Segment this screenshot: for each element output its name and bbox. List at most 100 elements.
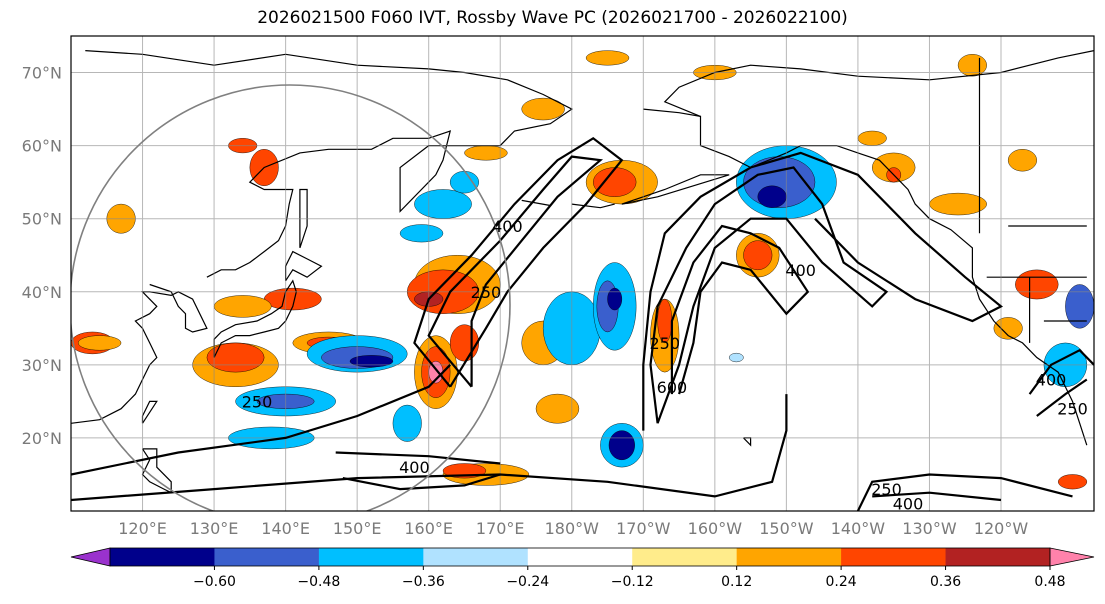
lon-label: 160°W bbox=[688, 519, 743, 538]
colorbar-tick-label: 0.48 bbox=[1034, 574, 1065, 590]
anomaly-blob bbox=[757, 185, 787, 208]
anomaly-blob bbox=[449, 324, 479, 362]
ivt-contour bbox=[427, 155, 604, 388]
coastline bbox=[521, 199, 551, 207]
contour-label-text: 250 bbox=[242, 392, 273, 411]
anomaly-blob bbox=[1007, 149, 1037, 172]
lat-label: 20°N bbox=[22, 429, 62, 448]
ivt-contour bbox=[1036, 378, 1088, 417]
ivt-contour bbox=[856, 473, 1073, 511]
contour-label-text: 250 bbox=[1057, 400, 1088, 419]
anomaly-blob bbox=[77, 335, 122, 351]
contour-label: 400 bbox=[893, 495, 924, 514]
anomaly-blob bbox=[1015, 269, 1059, 300]
contour-label-text: 400 bbox=[492, 217, 523, 236]
contour-label: 400 bbox=[785, 261, 816, 280]
coastline bbox=[571, 203, 615, 209]
colorbar-tick-label: −0.60 bbox=[193, 574, 236, 590]
ivt-contour bbox=[649, 166, 889, 424]
lon-label: 160°E bbox=[404, 519, 453, 538]
contour-label: 250 bbox=[471, 283, 502, 302]
anomaly-blob bbox=[728, 352, 744, 363]
ivt-contour bbox=[1028, 348, 1094, 395]
anomaly-blob bbox=[535, 393, 580, 424]
anomaly-blob bbox=[399, 224, 444, 243]
coastline bbox=[141, 448, 172, 494]
coastline bbox=[621, 174, 730, 205]
lon-label: 180°W bbox=[545, 519, 600, 538]
anomaly-blob bbox=[213, 295, 272, 318]
contour-label-text: 600 bbox=[657, 378, 688, 397]
lon-label: 120°W bbox=[974, 519, 1029, 538]
lon-label: 150°W bbox=[759, 519, 814, 538]
ivt-contour bbox=[642, 151, 1004, 431]
colorbar-segment bbox=[632, 548, 738, 566]
region-circle bbox=[71, 84, 511, 511]
latitude-labels: 70°N 60°N 50°N 40°N 30°N 20°N bbox=[22, 64, 62, 448]
colorbar-segment bbox=[527, 548, 633, 566]
colorbar-segment bbox=[214, 548, 320, 566]
ivt-contour bbox=[670, 224, 810, 395]
lon-label: 120°E bbox=[118, 519, 167, 538]
colorbar-segment bbox=[736, 548, 842, 566]
map-title: 2026021500 F060 IVT, Rossby Wave PC (202… bbox=[257, 8, 848, 28]
contour-label: 400 bbox=[1036, 370, 1067, 389]
ivt-contour bbox=[872, 491, 1002, 502]
colorbar-tick-label: −0.24 bbox=[506, 574, 549, 590]
lat-label: 40°N bbox=[22, 283, 62, 302]
lon-label: 150°E bbox=[333, 519, 382, 538]
anomaly-blob bbox=[1065, 284, 1094, 329]
anomaly-blob bbox=[929, 192, 987, 216]
anomaly-blob bbox=[743, 240, 773, 271]
lon-label: 170°W bbox=[616, 519, 671, 538]
lat-label: 60°N bbox=[22, 137, 62, 156]
anomaly-blob bbox=[449, 170, 479, 194]
contour-label-text: 400 bbox=[893, 495, 924, 514]
colorbar-tick-label: 0.24 bbox=[826, 574, 857, 590]
anomaly-shading bbox=[71, 50, 1094, 490]
map-frame bbox=[70, 35, 1095, 512]
contour-label: 250 bbox=[242, 392, 273, 411]
ivt-contour bbox=[342, 473, 501, 491]
anomaly-blob bbox=[521, 97, 565, 121]
contour-label-text: 250 bbox=[471, 283, 502, 302]
contour-label: 600 bbox=[657, 378, 688, 397]
colorbar: −0.60 −0.48 −0.36 −0.24 −0.12 0.12 0.24 0.36 0.4… bbox=[70, 547, 1095, 590]
gridlines bbox=[71, 36, 1094, 511]
contour-label-text: 400 bbox=[399, 458, 430, 477]
colorbar-tick-label: −0.48 bbox=[297, 574, 340, 590]
anomaly-blob bbox=[349, 355, 394, 368]
ivt-contour bbox=[71, 394, 788, 502]
contour-label: 250 bbox=[1057, 400, 1088, 419]
anomaly-blob bbox=[857, 130, 887, 146]
contour-label-text: 400 bbox=[1036, 370, 1067, 389]
colorbar-segment bbox=[841, 548, 947, 566]
coastline bbox=[213, 279, 297, 358]
colorbar-segment bbox=[945, 548, 1051, 566]
ivt-contour bbox=[71, 364, 451, 476]
lon-label: 140°E bbox=[261, 519, 310, 538]
ivt-contours bbox=[71, 136, 1094, 511]
colorbar-segment bbox=[110, 548, 215, 566]
contour-label-text: 250 bbox=[871, 480, 902, 499]
ivt-contour bbox=[413, 136, 624, 388]
map-background bbox=[71, 36, 1094, 511]
lat-label: 50°N bbox=[22, 210, 62, 229]
anomaly-blob bbox=[593, 167, 637, 197]
contour-label-text: 250 bbox=[649, 334, 680, 353]
lon-label: 140°W bbox=[831, 519, 886, 538]
anomaly-blob bbox=[392, 404, 422, 442]
colorbar-segment bbox=[423, 548, 529, 566]
coastline bbox=[643, 108, 1088, 446]
anomaly-blob bbox=[585, 50, 630, 66]
coastline bbox=[285, 250, 323, 282]
colorbar-extend-min bbox=[70, 547, 111, 567]
contour-label: 250 bbox=[871, 480, 902, 499]
colorbar-tick-label: 0.36 bbox=[930, 574, 961, 590]
colorbar-tick-label: −0.12 bbox=[611, 574, 654, 590]
anomaly-blob bbox=[608, 430, 635, 461]
colorbar-tick-label: −0.36 bbox=[402, 574, 445, 590]
colorbar-segment bbox=[318, 548, 424, 566]
